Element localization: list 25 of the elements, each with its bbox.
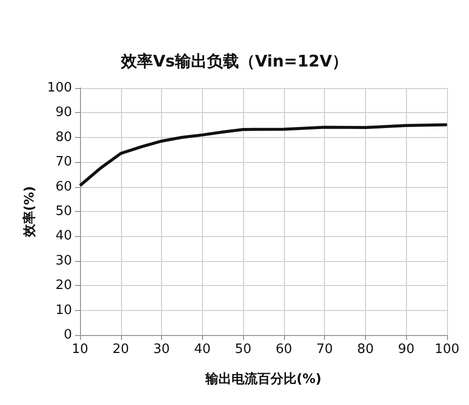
x-tick-label: 50 (234, 342, 252, 357)
x-tick-label: 20 (112, 342, 130, 357)
x-tick-label: 70 (316, 342, 333, 357)
x-tick-label: 10 (72, 342, 88, 357)
y-tick-label: 30 (55, 253, 72, 268)
y-tick-label: 50 (55, 204, 72, 219)
line-series (78, 123, 448, 188)
x-tick-label: 30 (153, 342, 170, 357)
x-axis-title: 输出电流百分比(%) (204, 371, 322, 387)
y-tick-label: 100 (47, 80, 72, 96)
y-axis-title: 效率(%) (21, 186, 38, 238)
y-tick-label: 60 (55, 179, 72, 194)
chart-title: 效率Vs输出负载（Vin=12V） (120, 52, 348, 70)
y-tick-label: 0 (64, 328, 72, 342)
y-tick-label: 80 (55, 130, 72, 145)
y-tick-label: 10 (55, 302, 72, 318)
y-tick-label: 90 (55, 105, 72, 120)
x-tick-label: 80 (357, 342, 374, 357)
y-tick-label: 20 (55, 278, 72, 294)
y-tick-label: 40 (55, 228, 72, 244)
x-tick-label: 90 (398, 342, 414, 357)
y-tick-label: 70 (55, 154, 72, 170)
x-tick-label: 100 (434, 342, 460, 357)
x-tick-label: 60 (276, 342, 292, 357)
x-tick-label: 40 (194, 342, 211, 357)
